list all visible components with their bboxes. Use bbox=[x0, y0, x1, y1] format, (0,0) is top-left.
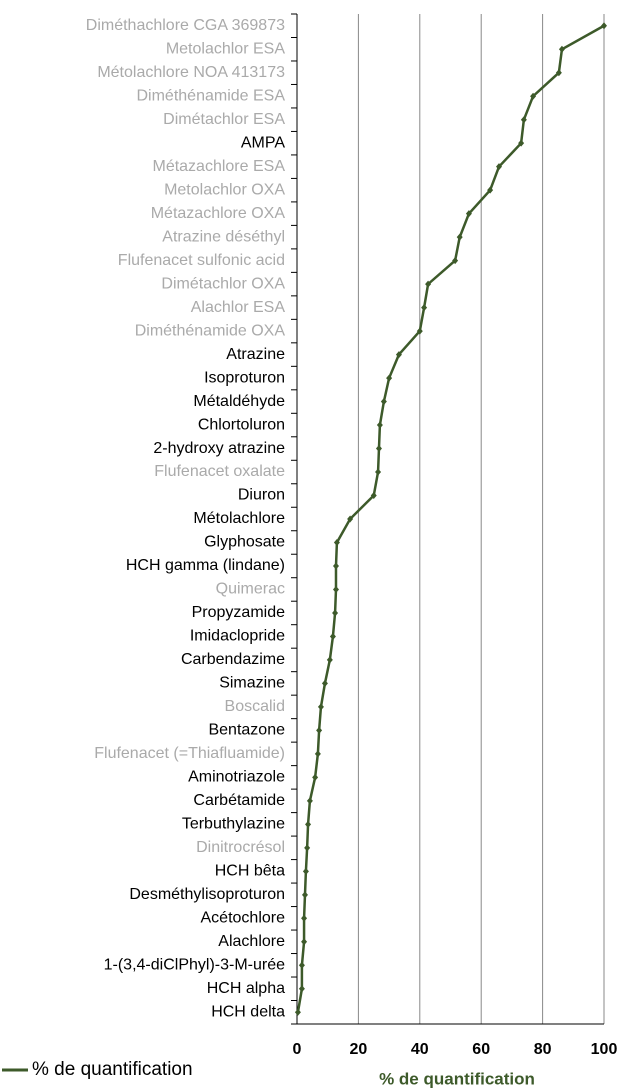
point bbox=[375, 468, 382, 476]
point bbox=[301, 891, 308, 899]
y-tick-label: 2-hydroxy atrazine bbox=[153, 440, 285, 457]
point bbox=[520, 116, 527, 124]
point bbox=[386, 374, 393, 382]
point bbox=[305, 820, 312, 828]
point bbox=[518, 139, 525, 147]
y-tick-label: Flufenacet (=Thiafluamide) bbox=[94, 745, 285, 762]
point bbox=[452, 257, 459, 265]
point bbox=[395, 351, 402, 359]
point bbox=[332, 585, 339, 593]
point bbox=[421, 304, 428, 312]
point bbox=[558, 45, 565, 53]
point bbox=[555, 69, 562, 77]
y-tick-label: Flufenacet sulfonic acid bbox=[118, 252, 285, 269]
point bbox=[304, 844, 311, 852]
y-tick-label: HCH bêta bbox=[215, 863, 285, 880]
point bbox=[332, 609, 339, 617]
point bbox=[294, 1008, 301, 1016]
y-tick-label: 1-(3,4-diClPhyl)-3-M-urée bbox=[104, 956, 285, 973]
point bbox=[376, 421, 383, 429]
y-tick-label: Diméthénamide ESA bbox=[136, 87, 285, 104]
point bbox=[380, 398, 387, 406]
legend-label: % de quantification bbox=[32, 1059, 193, 1080]
x-tick-label: 100 bbox=[591, 1041, 618, 1058]
y-tick-label: Isoproturon bbox=[204, 369, 285, 386]
series-line bbox=[296, 24, 605, 1013]
y-tick-label: Atrazine bbox=[226, 346, 285, 363]
point bbox=[321, 679, 328, 687]
y-tick-label: Dimétachlor OXA bbox=[161, 275, 285, 292]
point bbox=[375, 445, 382, 453]
point bbox=[333, 538, 340, 546]
y-tick-label: Metolachlor ESA bbox=[166, 40, 285, 57]
y-tick-label: Métaldéhyde bbox=[193, 393, 285, 410]
y-tick-label: Métolachlore bbox=[193, 510, 285, 527]
y-tick-label: Métazachlore ESA bbox=[152, 158, 285, 175]
y-tick-label: Chlortoluron bbox=[198, 416, 285, 433]
y-tick-label: Glyphosate bbox=[204, 534, 285, 551]
y-tick-label: Propyzamide bbox=[192, 604, 285, 621]
point bbox=[302, 867, 309, 875]
point bbox=[425, 280, 432, 288]
point bbox=[314, 750, 321, 758]
point bbox=[456, 233, 463, 241]
point bbox=[298, 961, 305, 969]
point bbox=[465, 210, 472, 218]
point bbox=[306, 797, 313, 805]
y-tick-label: Imidaclopride bbox=[190, 628, 285, 645]
point bbox=[347, 515, 354, 523]
y-tick-label: Desméthylisoproturon bbox=[129, 886, 285, 903]
y-tick-label: Métolachlore NOA 413173 bbox=[97, 64, 285, 81]
point bbox=[316, 726, 323, 734]
y-tick-label: Boscalid bbox=[225, 698, 285, 715]
y-tick-label: Bentazone bbox=[208, 722, 285, 739]
y-tick-label: Flufenacet oxalate bbox=[154, 463, 285, 480]
y-tick-label: Aminotriazole bbox=[188, 769, 285, 786]
point bbox=[496, 163, 503, 171]
y-tick-label: HCH gamma (lindane) bbox=[126, 557, 285, 574]
y-tick-label: Dinitrocrésol bbox=[196, 839, 285, 856]
point bbox=[301, 938, 308, 946]
point bbox=[487, 186, 494, 194]
x-tick-label: 40 bbox=[411, 1041, 429, 1058]
y-tick-label: Alachlor ESA bbox=[191, 299, 286, 316]
y-tick-label: Carbendazime bbox=[181, 651, 285, 668]
y-tick-label: Carbétamide bbox=[193, 792, 285, 809]
point bbox=[301, 914, 308, 922]
y-tick-label: HCH alpha bbox=[207, 980, 285, 997]
point bbox=[326, 656, 333, 664]
point bbox=[601, 22, 607, 30]
y-tick-label: Diuron bbox=[238, 487, 285, 504]
y-tick-label: AMPA bbox=[241, 134, 285, 151]
y-tick-label: Acétochlore bbox=[201, 910, 286, 927]
y-tick-label: HCH delta bbox=[211, 1003, 285, 1020]
y-tick-label: Diméthénamide OXA bbox=[135, 322, 286, 339]
y-tick-label: Dimétachlor ESA bbox=[163, 111, 285, 128]
x-tick-label: 0 bbox=[293, 1041, 302, 1058]
point bbox=[370, 492, 377, 500]
y-tick-label: Terbuthylazine bbox=[182, 816, 285, 833]
point bbox=[298, 985, 305, 993]
y-tick-label: Diméthachlore CGA 369873 bbox=[86, 17, 285, 34]
y-tick-label: Alachlore bbox=[218, 933, 285, 950]
x-tick-label: 80 bbox=[534, 1041, 552, 1058]
point bbox=[530, 92, 537, 100]
y-tick-label: Quimerac bbox=[216, 581, 285, 598]
y-tick-label: Simazine bbox=[219, 675, 285, 692]
point bbox=[312, 773, 319, 781]
y-tick-label: Métazachlore OXA bbox=[151, 205, 286, 222]
point bbox=[332, 562, 339, 570]
y-tick-label: Metolachlor OXA bbox=[164, 181, 285, 198]
x-axis-label: % de quantification bbox=[379, 1069, 535, 1088]
x-tick-label: 60 bbox=[472, 1041, 490, 1058]
point bbox=[317, 703, 324, 711]
point bbox=[416, 327, 423, 335]
point bbox=[329, 632, 336, 640]
y-tick-label: Atrazine déséthyl bbox=[162, 228, 285, 245]
x-tick-label: 20 bbox=[350, 1041, 368, 1058]
